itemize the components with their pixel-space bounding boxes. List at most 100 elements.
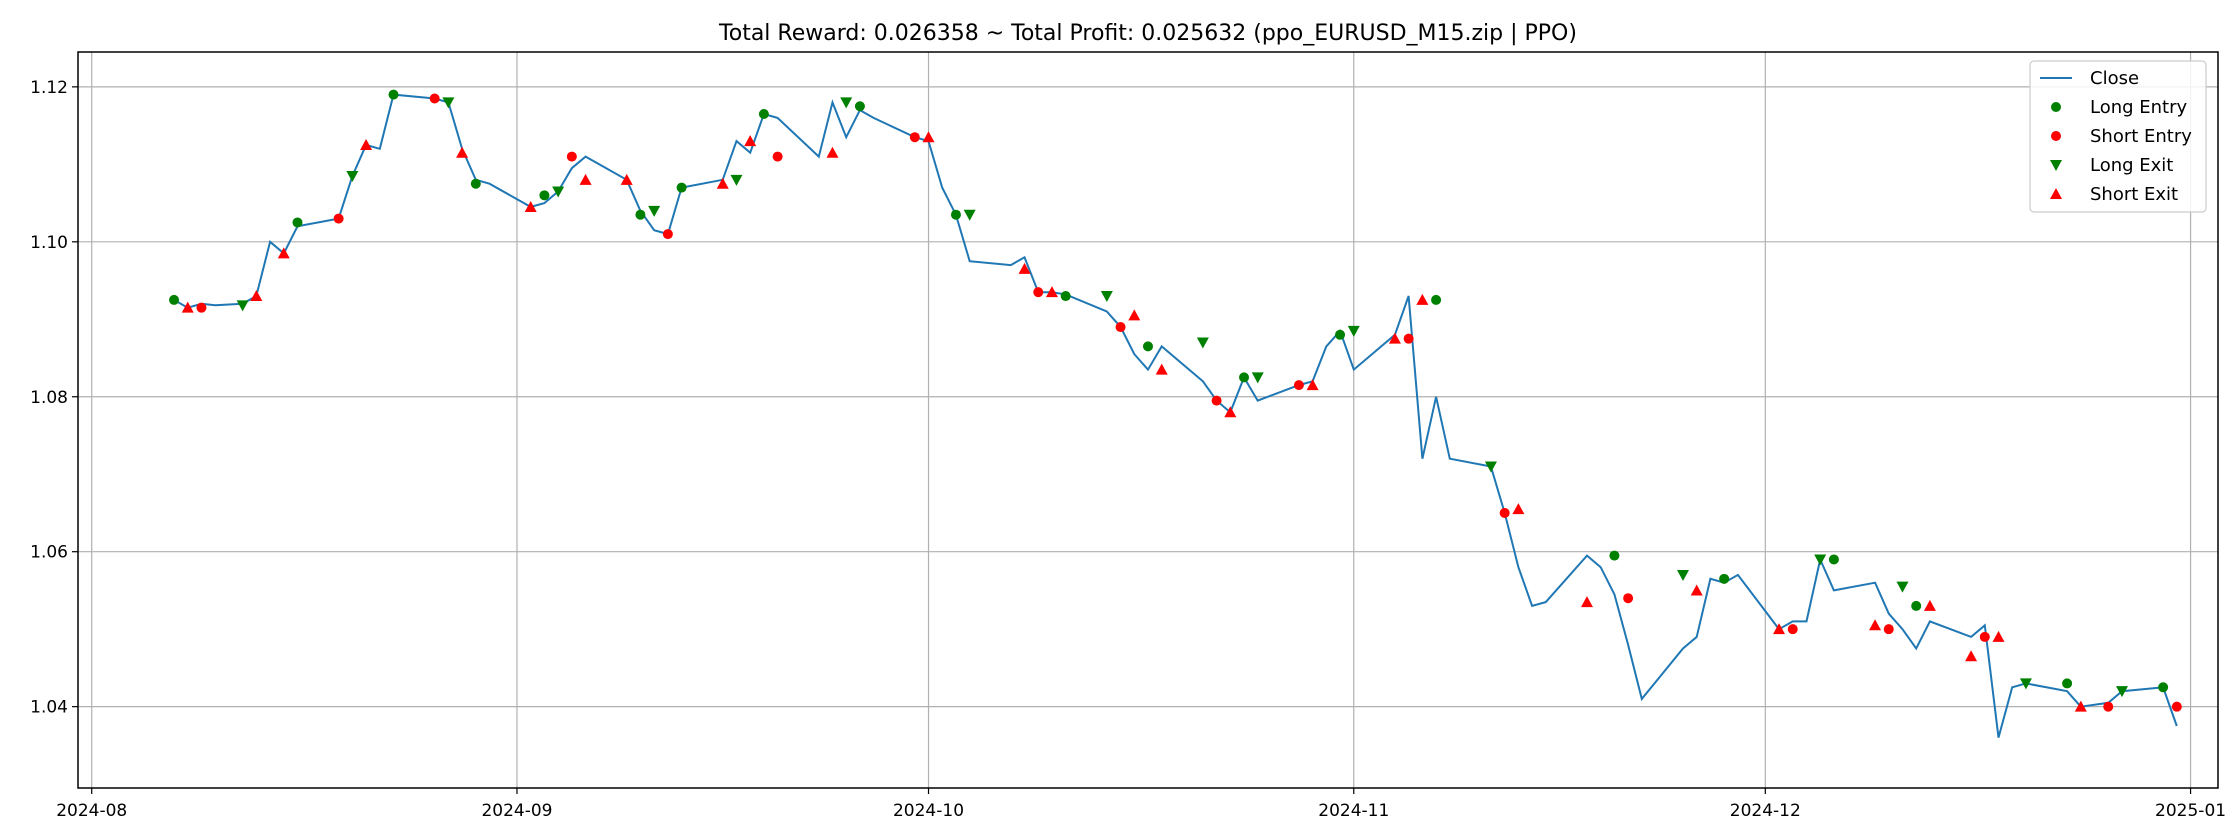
x-tick-label: 2024-10 xyxy=(893,801,964,821)
short-exit-marker xyxy=(1224,406,1237,418)
long-entry-marker xyxy=(758,108,769,119)
long-exit-marker xyxy=(840,97,853,109)
long-exit-marker xyxy=(730,174,743,186)
short-entry-marker xyxy=(772,151,783,162)
legend: Close Long Entry Short Entry Long Exit Short… xyxy=(2029,60,2207,213)
short-exit-marker xyxy=(181,301,194,313)
long-entry-marker xyxy=(854,101,865,112)
short-exit-marker xyxy=(1580,596,1593,608)
short-exit-marker xyxy=(1992,630,2005,642)
long-entry-marker xyxy=(539,190,550,201)
short-exit-marker xyxy=(250,290,263,302)
short-exit-marker xyxy=(1128,309,1141,321)
long-entry-markers xyxy=(169,89,2169,693)
short-exit-marker xyxy=(1045,286,1058,298)
y-tick-label: 1.08 xyxy=(30,388,68,408)
short-exit-marker xyxy=(1512,503,1525,515)
short-exit-marker xyxy=(1306,379,1319,391)
long-exit-marker xyxy=(648,205,661,217)
short-entry-marker xyxy=(566,151,577,162)
long-entry-marker xyxy=(1431,294,1442,305)
long-entry-marker xyxy=(388,89,399,100)
short-exit-marker xyxy=(456,146,469,158)
short-entry-marker xyxy=(2103,701,2114,712)
y-tick-label: 1.06 xyxy=(30,543,68,563)
long-exit-marker xyxy=(1677,569,1689,581)
short-entry-marker xyxy=(662,229,673,240)
long-exit-marker xyxy=(2115,686,2128,698)
long-entry-marker xyxy=(1719,573,1730,584)
legend-marker-swatch xyxy=(2051,102,2061,112)
legend-marker-swatch xyxy=(2051,131,2061,141)
legend-label: Long Entry xyxy=(2090,97,2188,118)
long-entry-marker xyxy=(2158,682,2169,693)
x-tick-label: 2024-11 xyxy=(1318,801,1389,821)
legend-label: Short Exit xyxy=(2090,184,2178,205)
short-entry-marker xyxy=(2171,701,2182,712)
short-entry-marker xyxy=(1211,395,1222,406)
long-entry-marker xyxy=(1828,554,1839,565)
legend-label: Long Exit xyxy=(2090,155,2173,176)
long-exit-marker xyxy=(346,170,359,182)
long-entry-marker xyxy=(169,294,180,305)
chart-title: Total Reward: 0.026358 ~ Total Profit: 0… xyxy=(718,21,1577,46)
long-exit-marker xyxy=(2019,678,2032,690)
short-entry-marker xyxy=(909,132,920,143)
long-entry-marker xyxy=(1335,329,1346,340)
short-exit-marker xyxy=(716,177,729,189)
short-exit-marker xyxy=(1773,623,1786,635)
long-exit-marker xyxy=(552,186,565,198)
short-exit-marker xyxy=(826,146,839,158)
short-entry-marker xyxy=(1293,380,1304,391)
long-entry-marker xyxy=(2062,678,2073,689)
short-exit-marker xyxy=(2074,700,2087,712)
short-entry-marker xyxy=(333,213,344,224)
long-exit-markers xyxy=(236,97,2128,698)
y-tick-label: 1.12 xyxy=(30,78,68,98)
short-exit-marker xyxy=(1018,262,1031,274)
long-exit-marker xyxy=(963,209,976,221)
long-entry-marker xyxy=(676,182,687,193)
short-entry-marker xyxy=(1623,593,1634,604)
series-layer xyxy=(169,89,2182,738)
long-entry-marker xyxy=(470,178,481,189)
x-tick-label: 2024-09 xyxy=(481,801,552,821)
long-entry-marker xyxy=(950,209,961,220)
short-exit-marker xyxy=(922,131,935,143)
axis-ticks: 2024-08 2024-09 2024-10 2024-11 2024-12 2025-… xyxy=(30,78,2226,821)
long-entry-marker xyxy=(1060,291,1071,302)
long-exit-marker xyxy=(1100,291,1113,303)
short-exit-marker xyxy=(1388,332,1401,344)
long-exit-marker xyxy=(1196,337,1209,349)
short-entry-marker xyxy=(1883,624,1894,635)
short-exit-marker xyxy=(579,173,592,185)
short-exit-marker xyxy=(1416,293,1429,305)
short-entry-marker xyxy=(196,302,207,313)
long-exit-marker xyxy=(1251,372,1264,384)
long-exit-marker xyxy=(236,300,249,312)
short-exit-marker xyxy=(1869,619,1882,631)
long-exit-marker xyxy=(442,97,455,109)
short-exit-marker xyxy=(1965,650,1978,662)
short-entry-markers xyxy=(196,93,2182,712)
long-entry-marker xyxy=(635,209,646,220)
long-exit-marker xyxy=(1347,325,1360,337)
y-tick-label: 1.10 xyxy=(30,233,68,253)
long-entry-marker xyxy=(292,217,303,228)
long-entry-marker xyxy=(1911,600,1922,611)
y-tick-label: 1.04 xyxy=(30,698,68,718)
legend-label: Close xyxy=(2090,68,2139,89)
short-entry-marker xyxy=(1403,333,1414,344)
short-exit-marker xyxy=(744,135,757,147)
close-series-line xyxy=(173,93,2178,738)
short-entry-marker xyxy=(1499,507,1510,518)
short-exit-marker xyxy=(620,173,633,185)
axes-frame xyxy=(77,51,2219,789)
legend-box xyxy=(2029,60,2207,213)
short-entry-marker xyxy=(429,93,440,104)
long-entry-marker xyxy=(1143,341,1153,352)
short-entry-marker xyxy=(1115,322,1126,333)
short-exit-markers xyxy=(181,131,2087,712)
